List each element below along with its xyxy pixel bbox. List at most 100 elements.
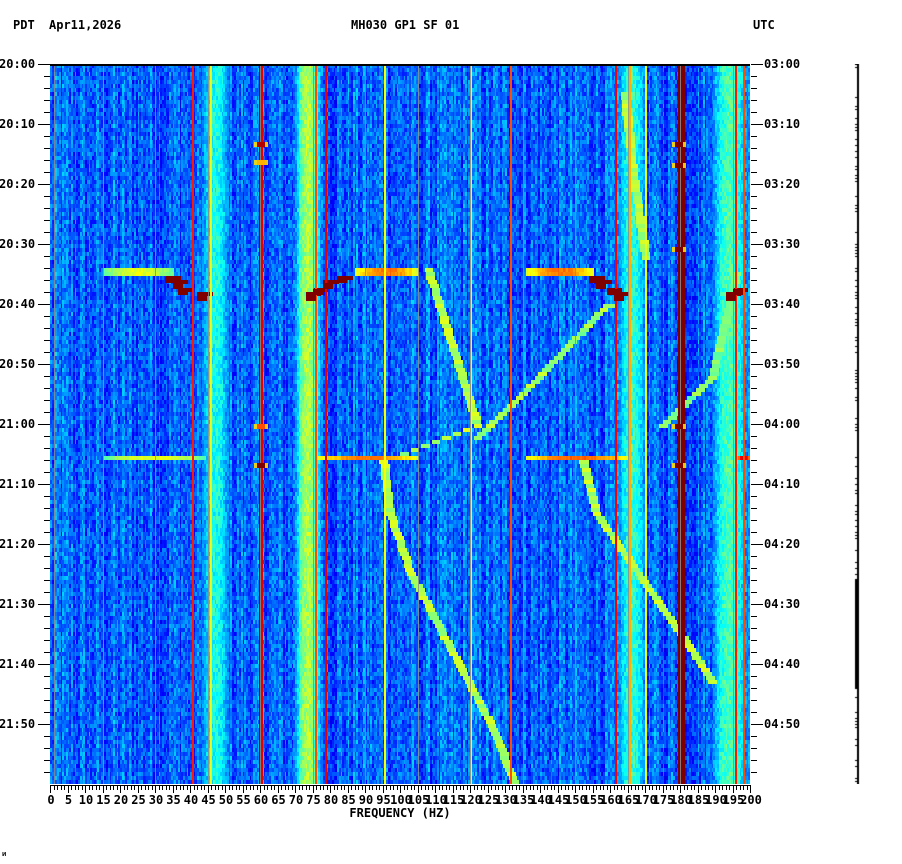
- y-minor-tick: [44, 772, 50, 773]
- y-tick-label-left: 21:10: [0, 477, 36, 491]
- y-minor-tick: [44, 76, 50, 77]
- x-tick-label: 60: [253, 793, 269, 807]
- y-minor-tick: [44, 628, 50, 629]
- x-minor-tick: [186, 785, 188, 790]
- y-minor-tick: [44, 460, 50, 461]
- x-minor-tick: [211, 785, 212, 790]
- y-major-tick: [751, 244, 763, 245]
- x-minor-tick: [701, 785, 702, 790]
- x-minor-tick: [316, 785, 317, 790]
- x-minor-tick: [648, 785, 650, 790]
- y-tick-label-left: 20:20: [0, 177, 36, 191]
- x-minor-tick: [428, 785, 429, 790]
- x-tick-label: 125: [477, 793, 500, 807]
- x-major-tick: [575, 785, 576, 793]
- x-minor-tick: [729, 785, 730, 790]
- x-tick-label: 45: [201, 793, 216, 807]
- y-tick-label-left: 20:00: [0, 57, 36, 71]
- y-minor-tick: [44, 616, 50, 617]
- y-minor-tick: [44, 532, 50, 533]
- x-tick-label: 110: [425, 793, 447, 807]
- y-minor-tick: [751, 412, 757, 413]
- y-minor-tick: [751, 556, 757, 557]
- x-minor-tick: [319, 785, 321, 790]
- y-minor-tick: [44, 688, 50, 689]
- x-minor-tick: [99, 785, 100, 790]
- x-tick-label: 155: [582, 793, 605, 807]
- x-minor-tick: [694, 785, 695, 790]
- y-minor-tick: [751, 352, 757, 353]
- y-minor-tick: [751, 280, 757, 281]
- x-minor-tick: [659, 785, 660, 790]
- x-minor-tick: [396, 785, 398, 790]
- x-minor-tick: [95, 785, 97, 790]
- x-minor-tick: [585, 785, 587, 790]
- y-minor-tick: [44, 340, 50, 341]
- x-tick-label: 130: [495, 793, 517, 807]
- x-tick-label: 180: [670, 793, 692, 807]
- y-minor-tick: [44, 676, 50, 677]
- x-minor-tick: [666, 785, 667, 790]
- y-tick-label-right: 04:10: [764, 477, 801, 491]
- x-minor-tick: [571, 785, 573, 790]
- x-minor-tick: [214, 785, 216, 790]
- x-major-tick: [732, 785, 734, 793]
- y-minor-tick: [44, 232, 50, 233]
- y-major-tick: [751, 544, 763, 545]
- x-minor-tick: [165, 785, 167, 790]
- x-major-tick: [382, 785, 384, 793]
- x-minor-tick: [109, 785, 111, 790]
- x-minor-tick: [466, 785, 468, 790]
- y-major-tick: [38, 124, 50, 125]
- x-minor-tick: [386, 785, 387, 790]
- x-tick-label: 140: [530, 793, 552, 807]
- x-minor-tick: [463, 785, 464, 790]
- x-major-tick: [330, 785, 331, 793]
- x-minor-tick: [92, 785, 93, 790]
- y-minor-tick: [751, 736, 757, 737]
- x-major-tick: [120, 785, 121, 793]
- x-minor-tick: [193, 785, 195, 790]
- x-major-tick: [277, 785, 279, 793]
- x-tick-label: 165: [617, 793, 640, 807]
- y-minor-tick: [751, 580, 757, 581]
- y-major-tick: [38, 304, 50, 305]
- x-minor-tick: [424, 785, 426, 790]
- x-minor-tick: [57, 785, 58, 790]
- x-minor-tick: [631, 785, 632, 790]
- y-minor-tick: [44, 436, 50, 437]
- y-tick-label-right: 04:50: [764, 717, 801, 731]
- y-tick-label-left: 21:50: [0, 717, 36, 731]
- y-minor-tick: [44, 328, 50, 329]
- x-minor-tick: [407, 785, 408, 790]
- y-minor-tick: [751, 460, 757, 461]
- y-major-tick: [751, 724, 763, 725]
- y-tick-label-left: 21:40: [0, 657, 36, 671]
- y-tick-label-left: 20:50: [0, 357, 36, 371]
- x-minor-tick: [578, 785, 580, 790]
- x-tick-label: 15: [96, 793, 111, 807]
- x-minor-tick: [746, 785, 748, 790]
- x-tick-label: 150: [565, 793, 587, 807]
- x-major-tick: [592, 785, 594, 793]
- x-minor-tick: [687, 785, 688, 790]
- y-minor-tick: [44, 160, 50, 161]
- x-major-tick: [680, 785, 681, 793]
- x-minor-tick: [298, 785, 300, 790]
- y-minor-tick: [751, 76, 757, 77]
- y-major-tick: [751, 484, 763, 485]
- x-minor-tick: [288, 785, 289, 790]
- x-major-tick: [400, 785, 401, 793]
- amplitude-trace: [850, 64, 862, 784]
- y-tick-label-right: 03:40: [764, 297, 801, 311]
- x-minor-tick: [393, 785, 394, 790]
- x-major-tick: [487, 785, 489, 793]
- x-minor-tick: [739, 785, 741, 790]
- y-minor-tick: [751, 628, 757, 629]
- y-minor-tick: [751, 148, 757, 149]
- x-minor-tick: [736, 785, 737, 790]
- x-minor-tick: [60, 785, 62, 790]
- y-minor-tick: [751, 268, 757, 269]
- x-minor-tick: [596, 785, 597, 790]
- x-tick-label: 145: [547, 793, 570, 807]
